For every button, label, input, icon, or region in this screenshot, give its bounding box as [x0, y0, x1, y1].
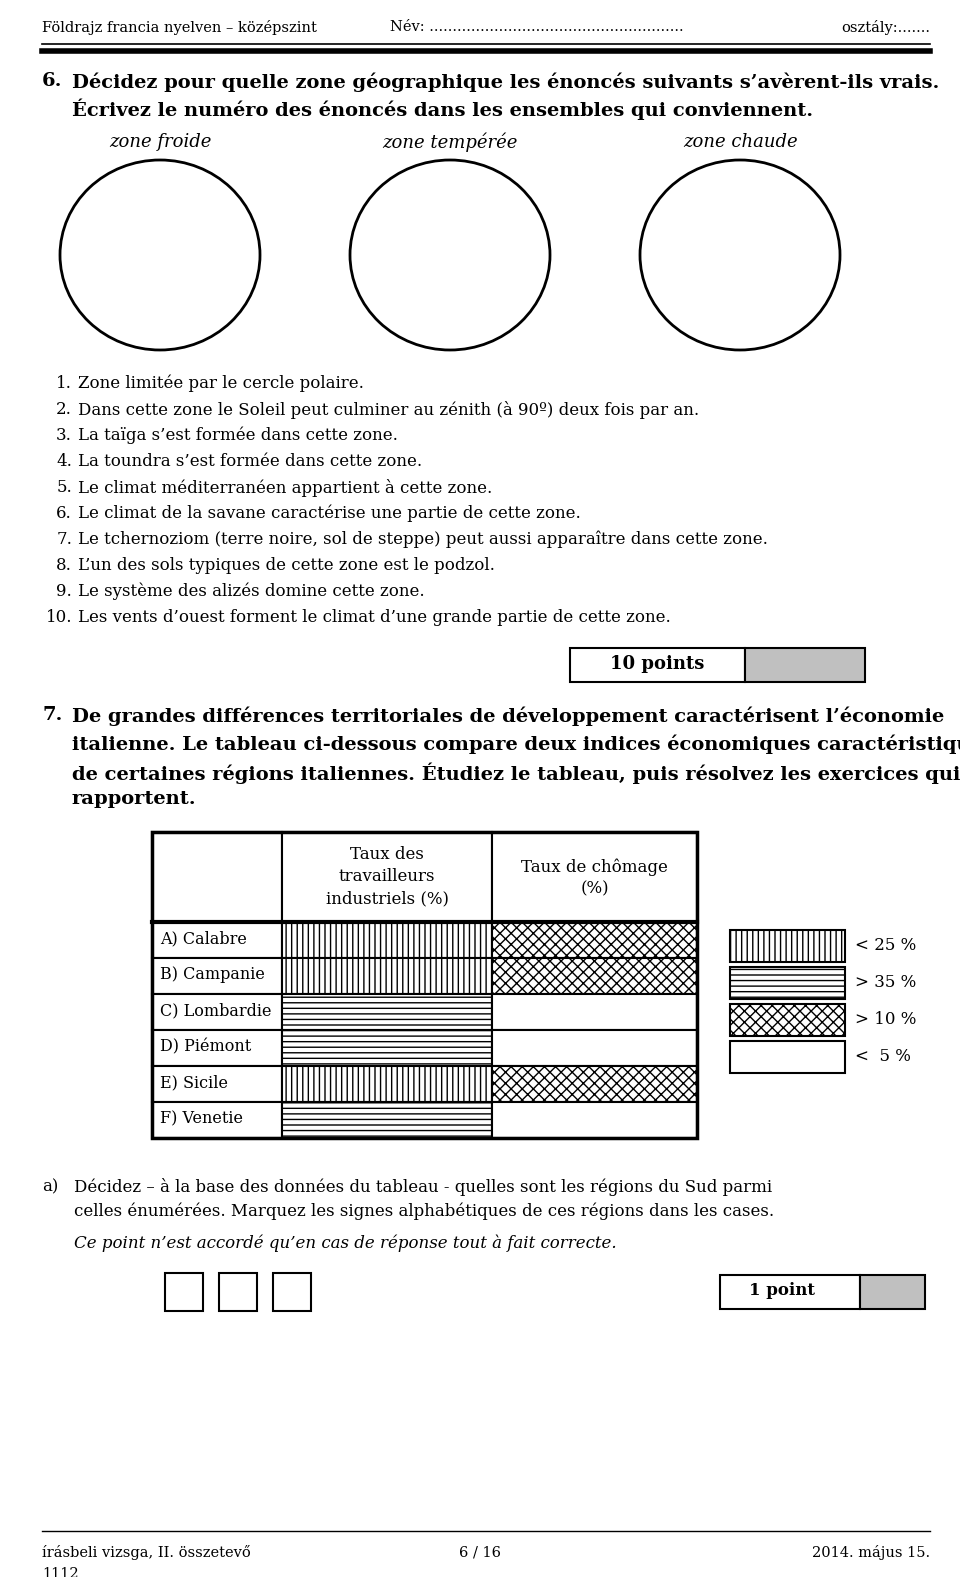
Text: 6.: 6. [42, 73, 62, 90]
Bar [152, 957, 282, 994]
Bar [165, 1273, 203, 1310]
Text: A) Calabre: A) Calabre [160, 930, 247, 948]
Text: de certaines régions italiennes. Étudiez le tableau, puis résolvez les exercices: de certaines régions italiennes. Étudiez… [72, 762, 960, 784]
Bar [282, 923, 492, 957]
Text: F) Venetie: F) Venetie [160, 1110, 243, 1128]
Bar [152, 1066, 282, 1102]
Bar [152, 923, 282, 957]
Text: C) Lombardie: C) Lombardie [160, 1001, 272, 1019]
Text: italienne. Le tableau ci-dessous compare deux indices économiques caractéristiqu: italienne. Le tableau ci-dessous compare… [72, 733, 960, 754]
Bar [492, 1066, 697, 1102]
Text: Le climat de la savane caractérise une partie de cette zone.: Le climat de la savane caractérise une p… [78, 505, 581, 522]
Bar [282, 833, 492, 923]
Text: Décidez pour quelle zone géographique les énoncés suivants s’avèrent-ils vrais.: Décidez pour quelle zone géographique le… [72, 73, 940, 91]
Text: 5.: 5. [57, 479, 72, 497]
Text: De grandes différences territoriales de développement caractérisent l’économie: De grandes différences territoriales de … [72, 706, 945, 725]
Bar [730, 967, 845, 998]
Text: La toundra s’est formée dans cette zone.: La toundra s’est formée dans cette zone. [78, 453, 422, 470]
Bar [282, 994, 492, 1030]
Bar [720, 1274, 860, 1309]
Text: 1 point: 1 point [749, 1282, 815, 1299]
Text: 8.: 8. [56, 557, 72, 574]
Bar [570, 648, 745, 681]
Bar [152, 1102, 282, 1139]
Text: celles énumérées. Marquez les signes alphabétiques de ces régions dans les cases: celles énumérées. Marquez les signes alp… [74, 1203, 774, 1221]
Text: < 25 %: < 25 % [855, 937, 916, 954]
Text: Ce point n’est accordé qu’en cas de réponse tout à fait correcte.: Ce point n’est accordé qu’en cas de répo… [74, 1233, 616, 1252]
Bar [282, 1066, 492, 1102]
Text: Écrivez le numéro des énoncés dans les ensembles qui conviennent.: Écrivez le numéro des énoncés dans les e… [72, 98, 813, 120]
Text: (%): (%) [580, 880, 609, 897]
Text: > 35 %: > 35 % [855, 975, 916, 990]
Text: írásbeli vizsga, II. összetevő: írásbeli vizsga, II. összetevő [42, 1545, 251, 1560]
Text: La taïga s’est formée dans cette zone.: La taïga s’est formée dans cette zone. [78, 427, 397, 445]
Bar [282, 957, 492, 994]
Bar [492, 957, 697, 994]
Text: B) Campanie: B) Campanie [160, 967, 265, 982]
Text: Le tchernoziom (terre noire, sol de steppe) peut aussi apparaître dans cette zon: Le tchernoziom (terre noire, sol de step… [78, 531, 768, 549]
Bar [860, 1274, 925, 1309]
Bar [492, 1102, 697, 1139]
Bar [282, 1102, 492, 1139]
Text: 10 points: 10 points [611, 654, 705, 673]
Text: 1112: 1112 [42, 1568, 79, 1577]
Text: 3.: 3. [56, 427, 72, 445]
Text: Les vents d’ouest forment le climat d’une grande partie de cette zone.: Les vents d’ouest forment le climat d’un… [78, 609, 671, 626]
Bar [730, 1041, 845, 1072]
Text: 9.: 9. [57, 583, 72, 599]
Text: 7.: 7. [56, 531, 72, 547]
Bar [219, 1273, 257, 1310]
Bar [152, 833, 697, 1139]
Bar [492, 1030, 697, 1066]
Text: Le climat méditerranéen appartient à cette zone.: Le climat méditerranéen appartient à cet… [78, 479, 492, 497]
Text: 4.: 4. [56, 453, 72, 470]
Bar [152, 833, 282, 923]
Text: rapportent.: rapportent. [72, 790, 197, 807]
Text: 6 / 16: 6 / 16 [459, 1545, 501, 1560]
Text: Taux de chômage: Taux de chômage [521, 858, 668, 875]
Text: > 10 %: > 10 % [855, 1011, 917, 1028]
Bar [273, 1273, 311, 1310]
Text: Név: .......................................................: Név: ...................................… [390, 21, 684, 35]
Text: L’un des sols typiques de cette zone est le podzol.: L’un des sols typiques de cette zone est… [78, 557, 494, 574]
Text: zone froide: zone froide [108, 132, 211, 151]
Bar [152, 994, 282, 1030]
Text: zone chaude: zone chaude [683, 132, 798, 151]
Text: a): a) [42, 1178, 59, 1195]
Text: 10.: 10. [45, 609, 72, 626]
Text: zone tempérée: zone tempérée [382, 132, 517, 153]
Text: Décidez – à la base des données du tableau - quelles sont les régions du Sud par: Décidez – à la base des données du table… [74, 1178, 772, 1195]
Bar [730, 930, 845, 962]
Bar [492, 994, 697, 1030]
Text: Zone limitée par le cercle polaire.: Zone limitée par le cercle polaire. [78, 375, 364, 393]
Text: industriels (%): industriels (%) [325, 889, 448, 907]
Text: 1.: 1. [56, 375, 72, 393]
Text: 7.: 7. [42, 706, 62, 724]
Text: 6.: 6. [57, 505, 72, 522]
Text: <  5 %: < 5 % [855, 1049, 911, 1064]
Text: travailleurs: travailleurs [339, 867, 435, 885]
Text: 2.: 2. [56, 401, 72, 418]
Bar [282, 1030, 492, 1066]
Text: Dans cette zone le Soleil peut culminer au zénith (à 90º) deux fois par an.: Dans cette zone le Soleil peut culminer … [78, 401, 699, 419]
Text: E) Sicile: E) Sicile [160, 1074, 228, 1091]
Text: Le système des alizés domine cette zone.: Le système des alizés domine cette zone. [78, 583, 424, 601]
Text: osztály:.......: osztály:....... [841, 21, 930, 35]
Bar [492, 923, 697, 957]
Text: 2014. május 15.: 2014. május 15. [812, 1545, 930, 1560]
Text: Földrajz francia nyelven – középszint: Földrajz francia nyelven – középszint [42, 21, 317, 35]
Text: D) Piémont: D) Piémont [160, 1038, 252, 1055]
Bar [152, 1030, 282, 1066]
Bar [492, 833, 697, 923]
Bar [745, 648, 865, 681]
Text: Taux des: Taux des [350, 845, 424, 863]
Bar [730, 1005, 845, 1036]
